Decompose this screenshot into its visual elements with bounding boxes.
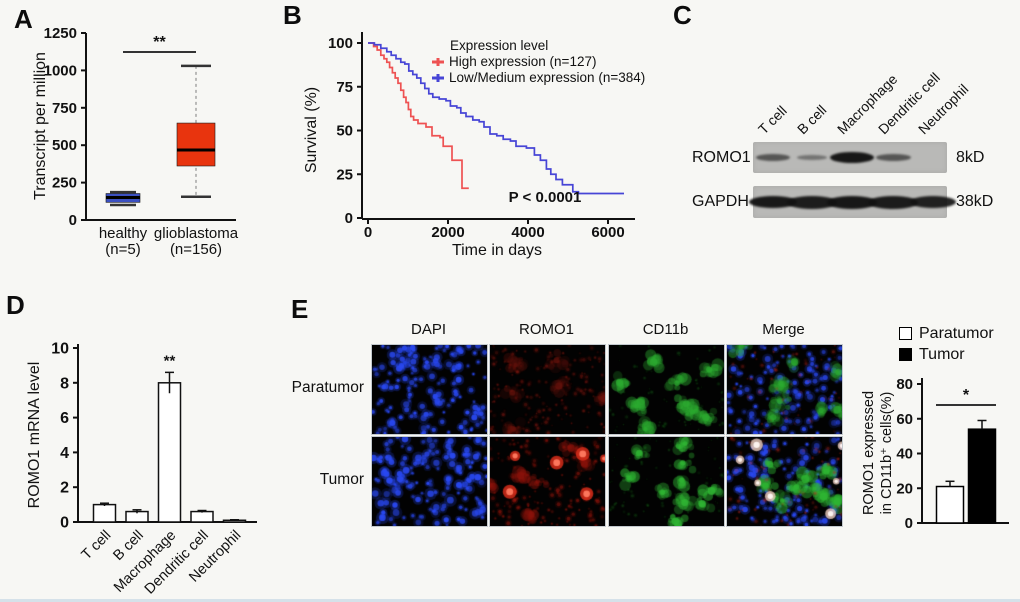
blot-band: [875, 154, 911, 161]
svg-text:P < 0.0001: P < 0.0001: [509, 189, 582, 206]
legend-label-tumor: Tumor: [919, 345, 965, 363]
svg-text:75: 75: [336, 79, 353, 96]
romo1-protein-label: ROMO1: [692, 149, 751, 166]
svg-text:T cell: T cell: [79, 528, 115, 564]
bottom-edge-stripe: [0, 599, 1020, 602]
romo1-size-label: 8kD: [956, 149, 985, 166]
panel-d-label: D: [6, 290, 25, 320]
svg-text:60: 60: [896, 411, 913, 428]
svg-text:High expression (n=127): High expression (n=127): [449, 54, 596, 69]
panel-c-label: C: [673, 0, 692, 30]
western-blot-panel: ROMO1 GAPDH 8kD 38kD T cell B cell Macroph…: [690, 10, 1020, 280]
svg-text:100: 100: [328, 35, 353, 52]
svg-text:50: 50: [336, 123, 353, 140]
svg-text:ROMO1 expressed: ROMO1 expressed: [861, 391, 877, 515]
svg-text:Survival (%): Survival (%): [303, 87, 320, 173]
fluorescence-tile-paratumor-merge: [726, 344, 843, 435]
svg-text:250: 250: [52, 175, 77, 192]
svg-text:(n=5): (n=5): [105, 241, 140, 258]
svg-text:0: 0: [60, 515, 69, 532]
svg-text:40: 40: [896, 446, 913, 463]
svg-text:6000: 6000: [591, 224, 624, 241]
fluorescence-tile-paratumor-dapi: [371, 344, 488, 435]
svg-text:10: 10: [51, 341, 69, 358]
fluorescence-tile-tumor-merge: [726, 436, 843, 527]
e-chart-legend: Paratumor Tumor: [899, 323, 994, 365]
svg-text:20: 20: [896, 480, 913, 497]
blot-band: [827, 195, 877, 209]
legend-item-tumor: Tumor: [899, 344, 994, 365]
svg-text:ROMO1 mRNA level: ROMO1 mRNA level: [26, 362, 43, 509]
svg-text:4000: 4000: [511, 224, 544, 241]
panel-b-label: B: [283, 0, 302, 30]
column-header-dapi: DAPI: [410, 321, 446, 338]
svg-text:2000: 2000: [431, 224, 464, 241]
svg-text:0: 0: [905, 515, 913, 532]
column-header-romo1: ROMO1: [518, 321, 574, 338]
fluorescence-tile-tumor-dapi: [371, 436, 488, 527]
blot-band: [787, 195, 837, 209]
fluorescence-tile-paratumor-romo1: [489, 344, 606, 435]
svg-text:2: 2: [60, 480, 69, 497]
blot-band: [797, 154, 827, 161]
column-header-cd11b: CD11b: [642, 321, 689, 338]
svg-text:0: 0: [69, 212, 77, 229]
fluorescence-tile-tumor-romo1: [489, 436, 606, 527]
svg-text:Time in days: Time in days: [452, 242, 542, 259]
boxplot-transcript-chart: 0 250 500 750 1000 1250 Transcript per million…: [32, 25, 239, 258]
svg-text:**: **: [153, 34, 166, 51]
svg-text:6: 6: [60, 410, 69, 427]
svg-text:Low/Medium expression (n=384): Low/Medium expression (n=384): [449, 70, 645, 85]
column-header-merge: Merge: [762, 321, 805, 338]
romo1-cd11b-bar-chart: 0 20 40 60 80 ROMO1 expressed in CD11b⁺ cells(…: [861, 376, 1009, 532]
svg-text:1000: 1000: [44, 62, 77, 79]
blot-band: [910, 196, 956, 208]
row-label-paratumor: Paratumor: [291, 379, 364, 396]
fluorescence-tile-paratumor-cd11b: [608, 344, 725, 435]
svg-text:(n=156): (n=156): [170, 241, 222, 258]
legend-item-paratumor: Paratumor: [899, 323, 994, 344]
svg-text:0: 0: [364, 224, 372, 241]
fluorescence-tile-tumor-cd11b: [608, 436, 725, 527]
blot-band: [749, 196, 797, 208]
row-label-tumor: Tumor: [319, 471, 364, 488]
svg-text:glioblastoma: glioblastoma: [154, 225, 239, 242]
gapdh-size-label: 38kD: [956, 193, 994, 210]
blot-band: [830, 152, 874, 163]
svg-text:0: 0: [345, 210, 353, 227]
svg-text:*: *: [963, 387, 970, 404]
paratumor-swatch: [899, 327, 912, 340]
tumor-swatch: [899, 348, 912, 361]
svg-text:Expression level: Expression level: [450, 38, 548, 53]
svg-text:80: 80: [896, 376, 913, 393]
svg-text:in CD11b⁺ cells(%): in CD11b⁺ cells(%): [879, 392, 895, 515]
lane-label-b-cell: B cell: [793, 101, 830, 138]
svg-text:**: **: [164, 352, 176, 369]
blot-strip-gapdh: [749, 186, 956, 218]
svg-text:4: 4: [60, 445, 69, 462]
svg-text:Transcript per million: Transcript per million: [32, 52, 49, 200]
lane-label-t-cell: T cell: [754, 102, 790, 138]
blot-band: [756, 154, 790, 161]
svg-text:8: 8: [60, 375, 69, 392]
svg-text:750: 750: [52, 100, 77, 117]
svg-text:1250: 1250: [44, 25, 77, 42]
gapdh-protein-label: GAPDH: [692, 193, 749, 210]
svg-text:500: 500: [52, 137, 77, 154]
blot-strip-romo1: [753, 142, 947, 173]
svg-text:25: 25: [336, 166, 353, 183]
svg-text:healthy: healthy: [99, 225, 148, 242]
panel-e-label: E: [291, 294, 309, 324]
panel-a-label: A: [14, 4, 33, 34]
kaplan-meier-survival-chart: 0 2000 4000 6000 0 25 50 75 100 Time in days Survi…: [303, 32, 645, 259]
legend-label-paratumor: Paratumor: [919, 324, 994, 342]
blot-band: [868, 195, 918, 209]
